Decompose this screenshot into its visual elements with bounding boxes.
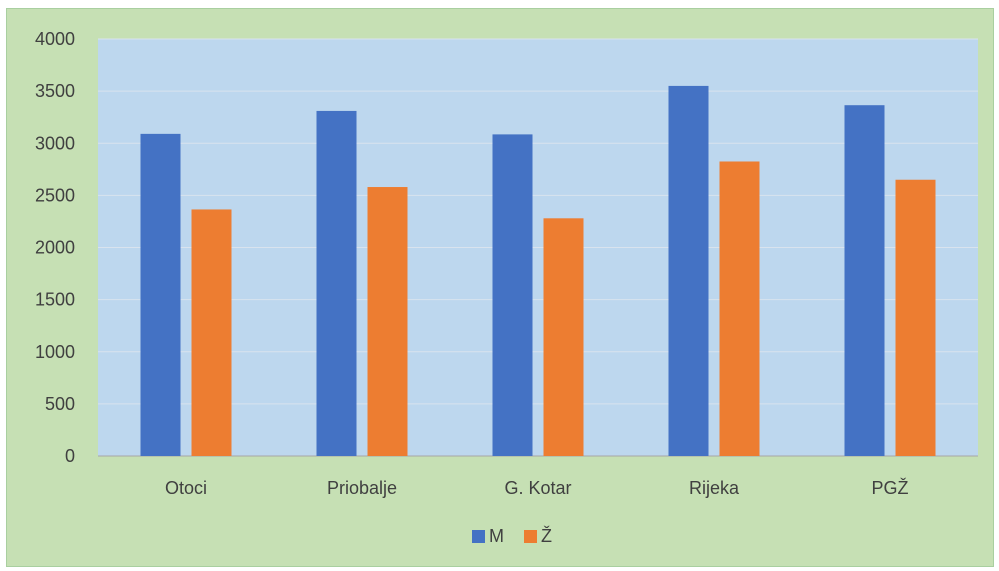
y-tick-label: 3500 [35, 81, 75, 101]
x-tick-label: Priobalje [327, 478, 397, 498]
y-tick-label: 0 [65, 446, 75, 466]
y-tick-label: 2000 [35, 238, 75, 258]
legend-label: Ž [541, 526, 552, 546]
legend-swatch [524, 530, 537, 543]
bar-m [844, 105, 885, 456]
bar-z [719, 161, 760, 456]
x-tick-label: Otoci [165, 478, 207, 498]
bar-m [316, 110, 357, 457]
bar-z [543, 218, 584, 456]
y-tick-label: 1000 [35, 342, 75, 362]
bar-m [492, 134, 533, 457]
x-tick-label: G. Kotar [504, 478, 571, 498]
x-tick-label: Rijeka [689, 478, 740, 498]
y-tick-label: 500 [45, 394, 75, 414]
bar-m [140, 133, 181, 456]
y-tick-label: 4000 [35, 29, 75, 49]
bar-m [668, 85, 709, 456]
bar-chart: 0 500 1000 1500 2000 2500 3000 3500 4000 Otoci Pri… [35, 29, 978, 546]
x-tick-label: PGŽ [871, 478, 908, 498]
legend-label: M [489, 526, 504, 546]
chart-frame: 0 500 1000 1500 2000 2500 3000 3500 4000 Otoci Pri… [6, 8, 994, 567]
bar-z [191, 209, 232, 456]
bar-z [895, 179, 936, 457]
y-tick-label: 3000 [35, 133, 75, 153]
bar-z [367, 187, 408, 456]
y-tick-label: 1500 [35, 290, 75, 310]
legend-swatch [472, 530, 485, 543]
y-tick-label: 2500 [35, 185, 75, 205]
